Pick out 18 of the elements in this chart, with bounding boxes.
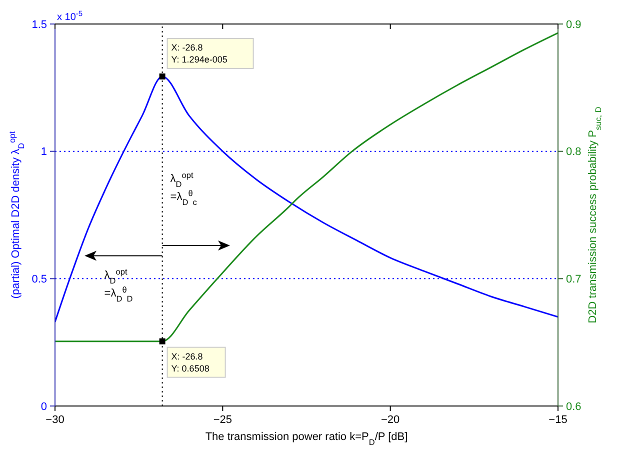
datatip: X: -26.8 Y: 0.6508 (159, 338, 226, 378)
x-axis-title: The transmission power ratio k=P$_{D}$/P [dB] (205, 431, 408, 446)
x-tick-label: −15 (548, 414, 568, 426)
y-tick-label: 0 (40, 400, 47, 413)
y2-tick-label: 0.9 (566, 18, 582, 31)
y2-tick-label: 0.8 (566, 146, 582, 158)
annotation: X: -26.8 Y: 1.294e-005 (171, 42, 228, 64)
y2-tick-label: 0.7 (566, 274, 582, 286)
x-tick-label: −20 (380, 414, 400, 426)
text: x 10$^{-5}$ (57, 8, 83, 23)
annotation: X: -26.8 Y: 0.6508 (171, 351, 210, 374)
y-tick-label: 1 (40, 146, 47, 158)
x-tick-label: −25 (213, 414, 232, 426)
y-tick-label: 0.5 (32, 274, 47, 286)
y2-tick-label: 0.6 (566, 400, 582, 413)
x-tick-label: −30 (46, 414, 64, 426)
datatip: X: -26.8 Y: 1.294e-005 (159, 38, 254, 80)
y-tick-label: 1.5 (32, 18, 47, 31)
